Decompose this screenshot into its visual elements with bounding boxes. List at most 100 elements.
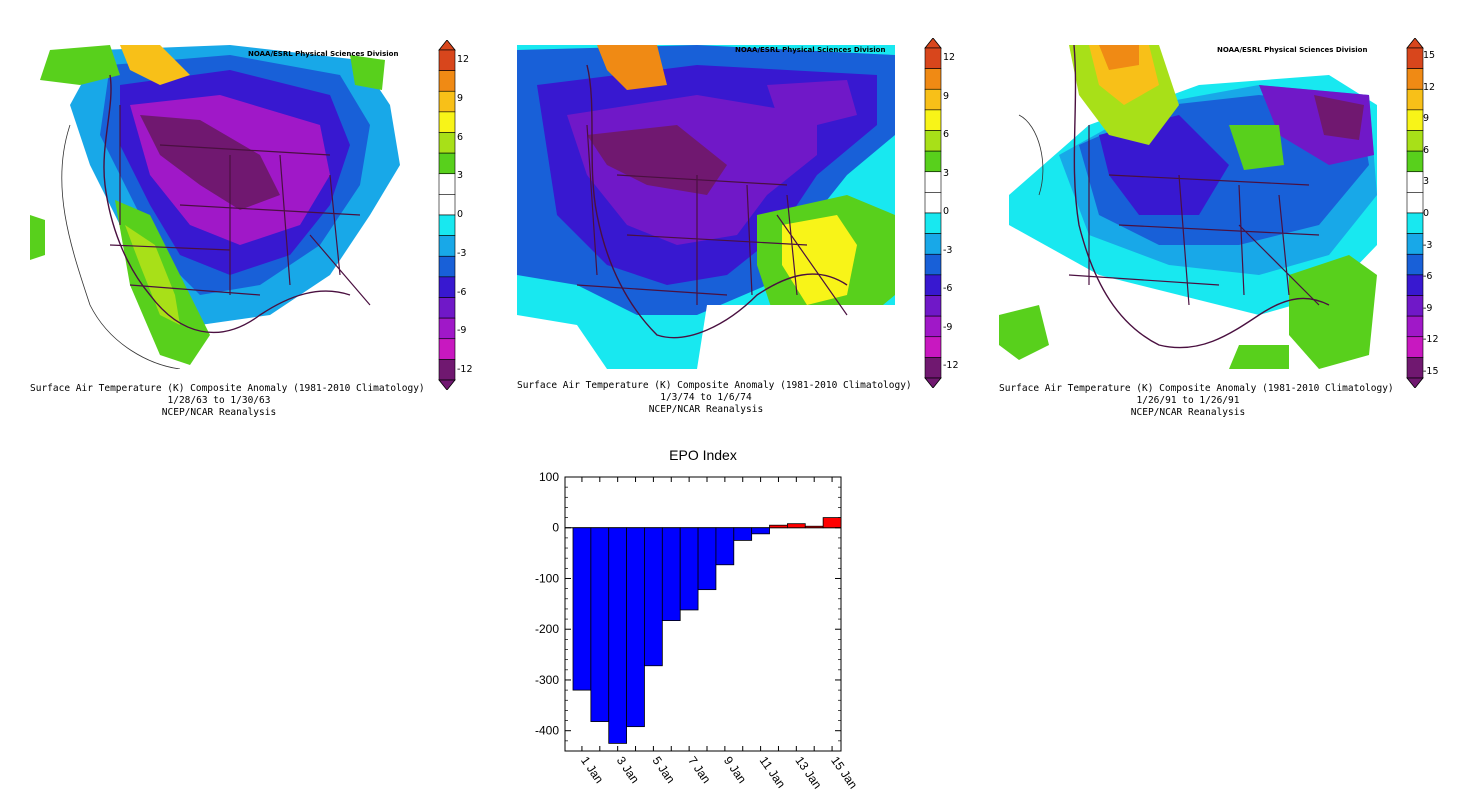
colorbar-swatch	[438, 111, 456, 133]
colorbar-1974	[923, 37, 943, 392]
caption-dates: 1/26/91 to 1/26/91	[1136, 395, 1240, 406]
bar-1-jan	[572, 527, 592, 691]
colorbar-tick-label: 3	[1423, 176, 1430, 188]
x-tick-label: 13 Jan	[792, 754, 824, 792]
colorbar-swatch	[1406, 357, 1424, 379]
colorbar-swatch	[1406, 109, 1424, 131]
x-tick-label: 3 Jan	[614, 754, 642, 786]
colorbar-swatch	[924, 212, 942, 234]
colorbar-tick-label: 3	[943, 167, 950, 179]
colorbar-swatch	[438, 235, 456, 257]
bar-15-jan	[822, 517, 842, 529]
y-tick-label: -100	[535, 571, 559, 585]
colorbar-swatch	[924, 150, 942, 173]
colorbar-swatch	[924, 295, 942, 317]
colorbar-bottom-arrow	[924, 377, 942, 389]
colorbar-swatch	[924, 171, 942, 193]
bar-6-jan	[661, 527, 681, 621]
x-tick-label: 1 Jan	[578, 754, 606, 786]
map-credit: NOAA/ESRL Physical Sciences Division	[1217, 46, 1368, 54]
colorbar-top-arrow	[924, 37, 942, 49]
colorbar-swatch	[924, 109, 942, 131]
colorbar-swatch	[1406, 88, 1424, 111]
bar-5-jan	[644, 527, 663, 667]
caption-source: NCEP/NCAR Reanalysis	[1130, 407, 1246, 418]
bar-3-jan	[608, 527, 627, 744]
colorbar-swatch	[438, 214, 456, 236]
colorbar-swatch	[1406, 130, 1424, 152]
colorbar-tick-label: -9	[457, 325, 467, 337]
colorbar-top-arrow	[1406, 37, 1424, 49]
temperature-anomaly-map-1974	[517, 45, 895, 369]
x-tick-label: 11 Jan	[757, 754, 789, 791]
colorbar-swatch	[1406, 150, 1424, 173]
colorbar-swatch	[438, 70, 456, 92]
bar-4-jan	[626, 527, 645, 728]
colorbar-tick-label: 0	[1423, 208, 1430, 219]
colorbar-swatch	[924, 233, 942, 255]
colorbar-tick-label: 9	[943, 90, 950, 102]
map-caption-1963: Surface Air Temperature (K) Composite An…	[30, 383, 425, 419]
colorbar-swatch	[1406, 336, 1424, 358]
colorbar-bottom-arrow	[1406, 377, 1424, 389]
y-tick-label: -200	[535, 622, 559, 636]
colorbar-tick-label: 12	[457, 54, 470, 65]
colorbar-swatch	[1406, 68, 1424, 90]
colorbar-swatch	[1406, 315, 1424, 338]
bar-7-jan	[679, 527, 699, 611]
colorbar-tick-label: -3	[457, 247, 467, 259]
bar-13-jan	[786, 523, 806, 529]
plot-frame	[564, 476, 842, 752]
caption-dates: 1/3/74 to 1/6/74	[660, 392, 752, 403]
colorbar-tick-label: 12	[1423, 81, 1436, 93]
chart-title: EPO Index	[669, 447, 737, 463]
colorbar-swatch	[924, 357, 942, 379]
colorbar-swatch	[924, 315, 942, 338]
y-tick-label: -400	[535, 724, 559, 738]
caption-title: Surface Air Temperature (K) Composite An…	[517, 380, 912, 391]
bar-9-jan	[715, 527, 735, 566]
bar-8-jan	[697, 527, 717, 591]
colorbar-tick-label: 6	[457, 131, 464, 143]
map-caption-1991: Surface Air Temperature (K) Composite An…	[999, 383, 1394, 419]
colorbar-swatch	[924, 253, 942, 276]
caption-source: NCEP/NCAR Reanalysis	[161, 407, 277, 418]
colorbar-1963	[437, 39, 457, 394]
colorbar-swatches	[1406, 37, 1424, 389]
temperature-anomaly-map-1991	[999, 45, 1377, 369]
colorbar-swatch	[924, 192, 942, 214]
y-tick-label: -300	[535, 673, 559, 687]
colorbar-swatch	[438, 152, 456, 175]
colorbar-swatch	[438, 49, 456, 71]
colorbar-swatch	[438, 338, 456, 360]
x-tick-label: 7 Jan	[685, 754, 713, 786]
caption-source: NCEP/NCAR Reanalysis	[648, 404, 764, 415]
y-tick-label: 0	[552, 521, 559, 535]
colorbar-swatches	[438, 39, 456, 391]
colorbar-tick-label: -6	[943, 283, 953, 294]
colorbar-tick-label: 12	[943, 52, 956, 63]
colorbar-swatch	[924, 130, 942, 152]
colorbar-swatch	[438, 317, 456, 340]
caption-title: Surface Air Temperature (K) Composite An…	[999, 383, 1394, 394]
colorbar-1991	[1405, 37, 1425, 392]
bar-11-jan	[751, 527, 770, 535]
colorbar-tick-label: -3	[1423, 239, 1433, 251]
caption-title: Surface Air Temperature (K) Composite An…	[30, 383, 425, 394]
colorbar-swatch	[438, 276, 456, 298]
colorbar-tick-label: 15	[1423, 50, 1436, 61]
colorbar-tick-label: -9	[943, 321, 953, 333]
colorbar-swatch	[438, 194, 456, 216]
colorbar-swatch	[1406, 171, 1424, 193]
x-tick-label: 5 Jan	[650, 754, 678, 786]
colorbar-tick-label: -9	[1423, 302, 1433, 314]
colorbar-swatch	[438, 255, 456, 278]
colorbar-swatch	[438, 359, 456, 381]
epo-index-chart: EPO Index 100 0 -100 -200 -300 -400 1 Jan 3 Jan…	[535, 447, 860, 792]
map-credit: NOAA/ESRL Physical Sciences Division	[248, 50, 399, 58]
colorbar-swatch	[924, 274, 942, 296]
colorbar-tick-label: -6	[1423, 271, 1433, 283]
x-tick-label: 9 Jan	[721, 754, 749, 786]
bar-10-jan	[733, 527, 753, 541]
colorbar-swatch	[1406, 233, 1424, 255]
